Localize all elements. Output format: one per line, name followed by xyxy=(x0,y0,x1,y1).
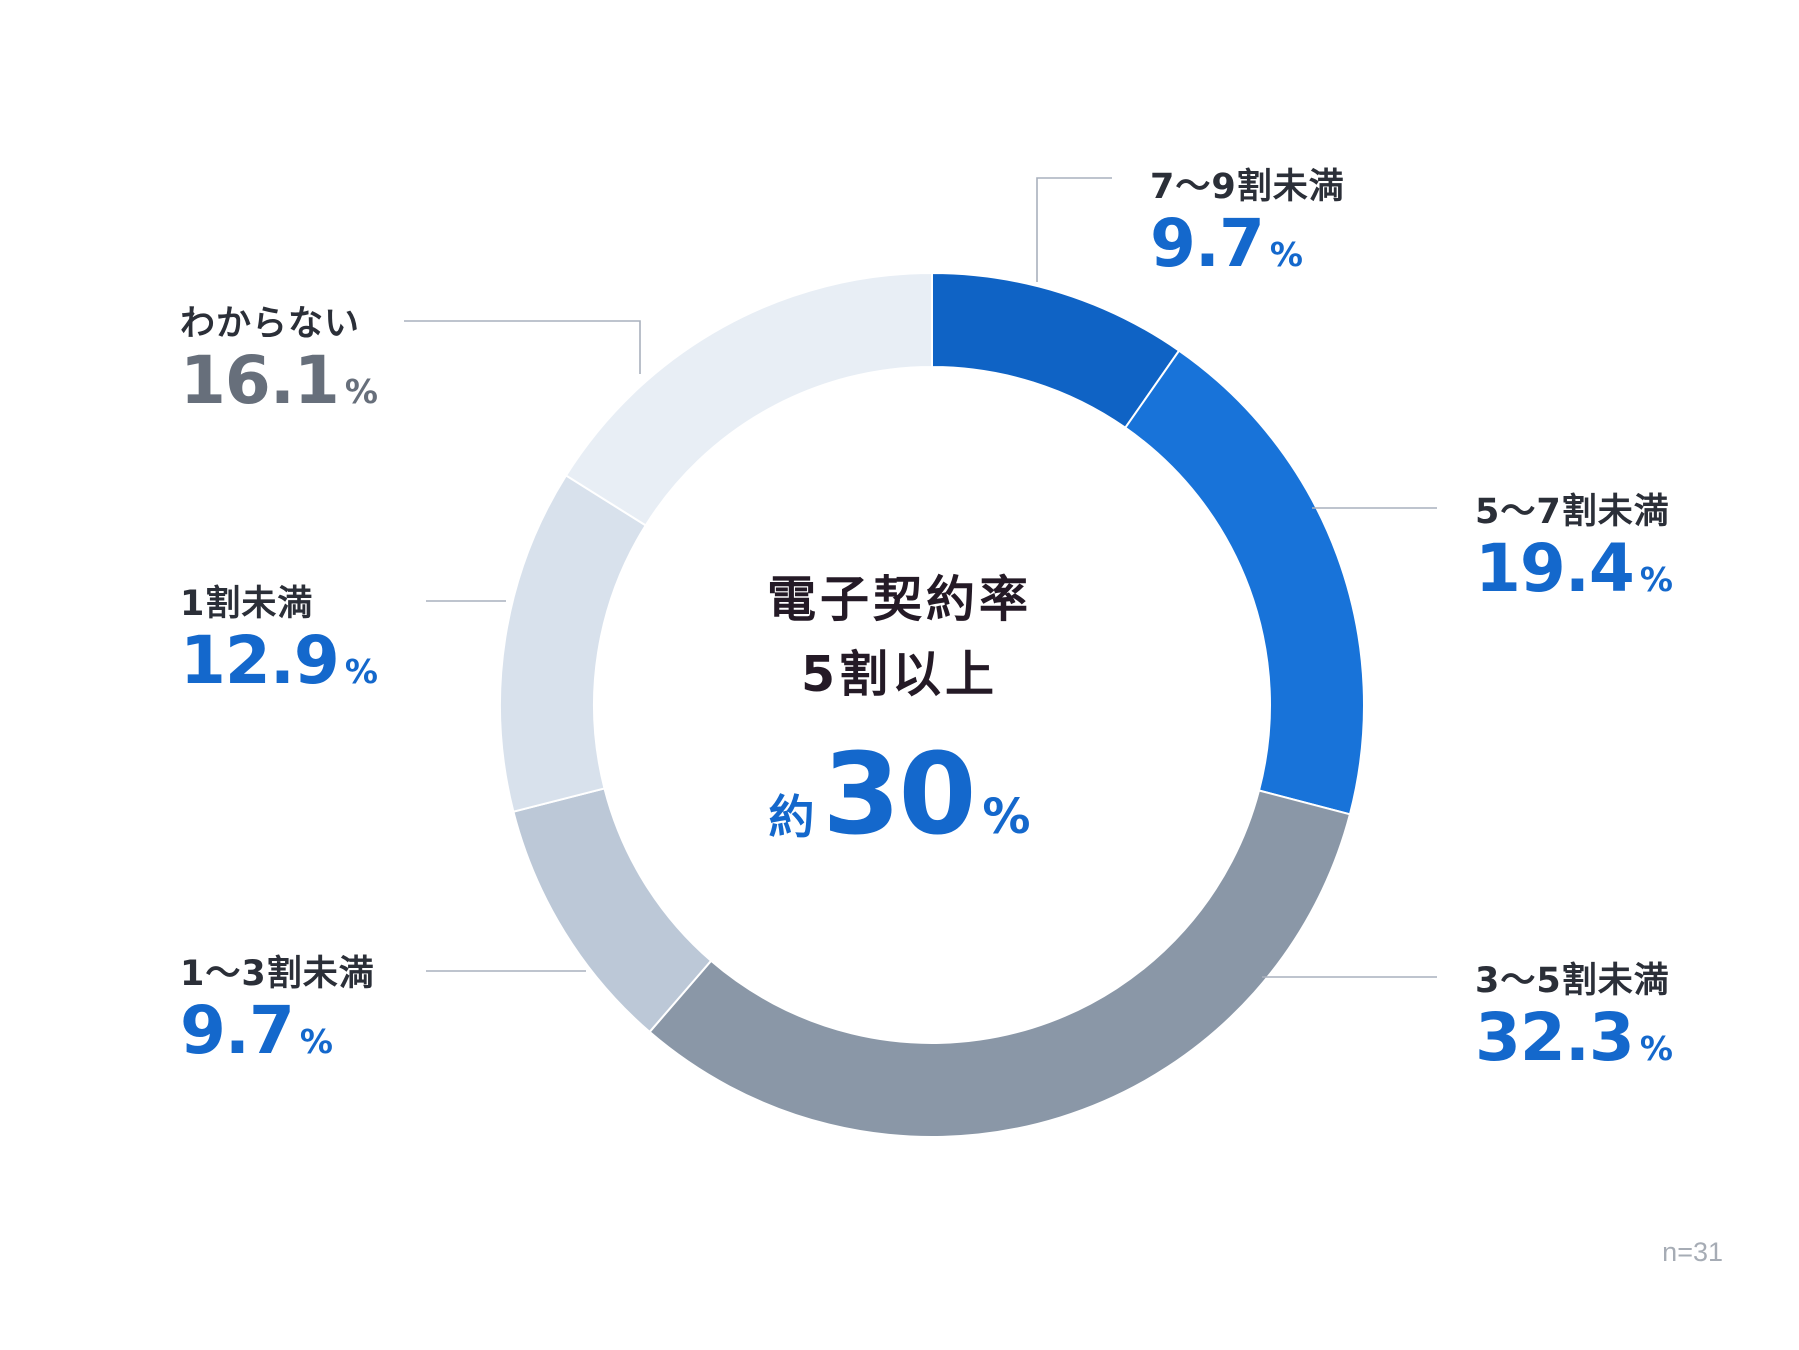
leader-lines xyxy=(404,177,1437,978)
slice-label-1-3: 1〜3割未満 9.7% xyxy=(180,952,375,1083)
slice-value: 9.7% xyxy=(180,996,375,1083)
slice-value-unit: % xyxy=(1639,1029,1673,1068)
center-value-prefix: 約 xyxy=(768,790,815,844)
slice-category: 7〜9割未満 xyxy=(1150,167,1345,207)
center-value: 約30% xyxy=(0,735,1799,888)
slice-label-5-7: 5〜7割未満 19.4% xyxy=(1475,490,1673,621)
donut-slice-2 xyxy=(648,789,1352,1138)
slice-value-number: 12.9 xyxy=(180,622,340,699)
center-value-unit: % xyxy=(982,789,1031,845)
slice-label-7-9: 7〜9割未満 9.7% xyxy=(1150,165,1345,296)
slice-label-unknown: わからない 16.1% xyxy=(180,302,378,433)
leader-line-unknown xyxy=(404,320,641,374)
slice-label-1: 1割未満 12.9% xyxy=(180,582,378,713)
leader-line-7-9 xyxy=(1036,177,1112,282)
slice-value-number: 9.7 xyxy=(180,992,295,1069)
slice-value-number: 19.4 xyxy=(1475,530,1635,607)
slice-value-number: 32.3 xyxy=(1475,999,1635,1076)
slice-value: 9.7% xyxy=(1150,209,1345,296)
slice-value: 12.9% xyxy=(180,626,378,713)
slice-value-unit: % xyxy=(344,652,378,691)
slice-value-unit: % xyxy=(299,1022,333,1061)
donut-slices xyxy=(499,271,1365,1138)
slice-value: 19.4% xyxy=(1475,534,1673,621)
slice-category: 3〜5割未満 xyxy=(1475,961,1670,1001)
slice-value-unit: % xyxy=(344,372,378,411)
slice-value-number: 16.1 xyxy=(180,342,340,419)
slice-category: 5〜7割未満 xyxy=(1475,492,1670,532)
slice-category: 1割未満 xyxy=(180,584,314,624)
donut-slice-5 xyxy=(564,271,933,527)
center-value-number: 30 xyxy=(822,730,977,860)
slice-value-unit: % xyxy=(1269,235,1303,274)
sample-size-note: n=31 xyxy=(1662,1237,1723,1267)
slice-category: わからない xyxy=(180,304,361,344)
slice-category: 1〜3割未満 xyxy=(180,954,375,994)
center-title-line2: 5割以上 xyxy=(800,646,999,703)
slice-value-unit: % xyxy=(1639,560,1673,599)
center-title-line1: 電子契約率 xyxy=(766,571,1032,628)
slice-label-3-5: 3〜5割未満 32.3% xyxy=(1475,959,1673,1090)
slice-value: 32.3% xyxy=(1475,1003,1673,1090)
slice-value: 16.1% xyxy=(180,346,378,433)
slice-value-number: 9.7 xyxy=(1150,205,1265,282)
